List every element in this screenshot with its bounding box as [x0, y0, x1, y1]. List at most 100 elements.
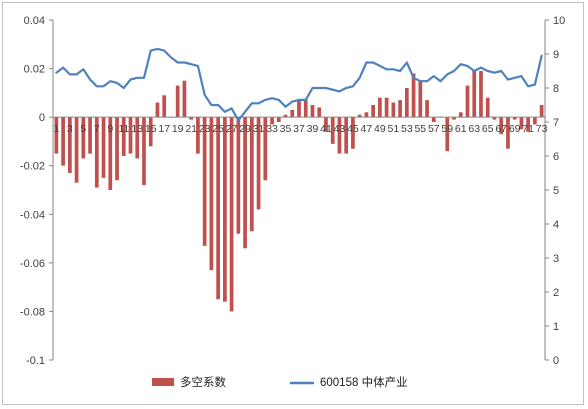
legend-label-bar: 多空系数: [180, 375, 226, 389]
bar: [357, 114, 362, 118]
bar: [290, 109, 295, 118]
bar: [108, 117, 113, 190]
bar: [243, 117, 247, 249]
bar: [263, 117, 268, 181]
right-tick-label: 0: [553, 355, 559, 367]
bar: [101, 117, 106, 178]
x-tick-label: 43: [334, 123, 346, 135]
right-tick-label: 10: [553, 15, 565, 27]
bar: [236, 117, 241, 234]
x-tick-label: 57: [428, 123, 440, 135]
bar: [249, 117, 254, 232]
bar: [283, 114, 288, 118]
bar: [94, 117, 99, 188]
x-tick-label: 7: [94, 123, 100, 135]
bar: [324, 117, 328, 132]
bar: [121, 117, 126, 156]
x-tick-label: 27: [226, 123, 238, 135]
x-tick-label: 47: [361, 123, 373, 135]
bar: [344, 117, 349, 154]
bar: [539, 105, 544, 118]
bar: [512, 117, 517, 120]
x-tick-label: 15: [145, 123, 157, 135]
bar: [68, 117, 72, 173]
bar: [115, 117, 119, 181]
bar: [337, 117, 342, 154]
bar: [74, 117, 79, 183]
bar: [391, 102, 396, 118]
x-tick-label: 9: [107, 123, 113, 135]
x-tick-label: 11: [118, 123, 129, 135]
bar: [404, 88, 409, 118]
x-tick-label: 53: [401, 123, 413, 135]
bar: [465, 85, 470, 118]
left-tick-label: -0.02: [20, 161, 45, 173]
left-tick-label: 0.04: [24, 15, 45, 27]
right-tick-label: 7: [553, 117, 559, 129]
bar: [479, 71, 483, 118]
bar: [155, 102, 160, 118]
bar: [519, 117, 524, 130]
x-tick-label: 49: [374, 123, 386, 135]
bar: [472, 71, 477, 118]
axes-layer: [49, 19, 549, 361]
x-tick-label: 73: [536, 123, 548, 135]
bar: [209, 117, 214, 271]
bar: [526, 117, 531, 132]
x-tick-label: 23: [199, 123, 211, 135]
right-tick-label: 1: [553, 321, 559, 333]
bar: [61, 117, 65, 166]
bar: [81, 117, 86, 159]
x-tick-label: 45: [347, 123, 359, 135]
bar: [196, 117, 200, 154]
legend-label-line: 600158 中体产业: [320, 375, 408, 389]
right-tick-label: 4: [553, 219, 559, 231]
bar: [148, 117, 153, 147]
x-tick-label: 41: [320, 123, 332, 135]
bar: [256, 117, 261, 210]
x-tick-label: 21: [185, 123, 197, 135]
bar: [499, 117, 504, 135]
bar: [330, 117, 335, 144]
bar: [445, 117, 450, 152]
x-tick-label: 63: [468, 123, 480, 135]
bar: [189, 117, 194, 120]
line-layer: [55, 47, 543, 122]
bar: [303, 100, 308, 118]
legend: 多空系数 600158 中体产业: [152, 375, 408, 389]
x-tick-label: 37: [293, 123, 305, 135]
bar: [364, 112, 369, 118]
x-tick-label: 59: [441, 123, 453, 135]
labels-layer: 0.040.020-0.02-0.04-0.06-0.08-0.11098765…: [20, 15, 565, 367]
left-tick-label: -0.08: [20, 306, 45, 318]
right-tick-label: 5: [553, 185, 559, 197]
bar: [411, 73, 416, 118]
x-tick-label: 29: [239, 123, 251, 135]
x-tick-label: 17: [158, 123, 170, 135]
left-tick-label: -0.06: [20, 258, 45, 270]
bar: [88, 117, 92, 154]
right-tick-label: 9: [553, 49, 559, 61]
bar: [128, 117, 133, 154]
bar: [371, 105, 375, 118]
bar: [276, 117, 281, 122]
bar: [317, 107, 322, 118]
legend-swatch-bar: [152, 378, 174, 386]
bar: [485, 97, 490, 118]
bar: [270, 117, 274, 125]
x-tick-label: 55: [414, 123, 426, 135]
bar: [452, 117, 456, 120]
x-tick-label: 31: [253, 123, 265, 135]
right-tick-label: 3: [553, 253, 559, 265]
chart-frame: [2, 2, 584, 405]
bar: [384, 97, 389, 118]
bar: [175, 85, 180, 118]
bar: [135, 117, 140, 159]
x-tick-label: 51: [388, 123, 400, 135]
bar: [229, 117, 234, 312]
left-tick-label: 0.02: [24, 64, 45, 76]
bar: [492, 117, 497, 120]
bar: [297, 100, 301, 118]
right-tick-label: 2: [553, 287, 559, 299]
